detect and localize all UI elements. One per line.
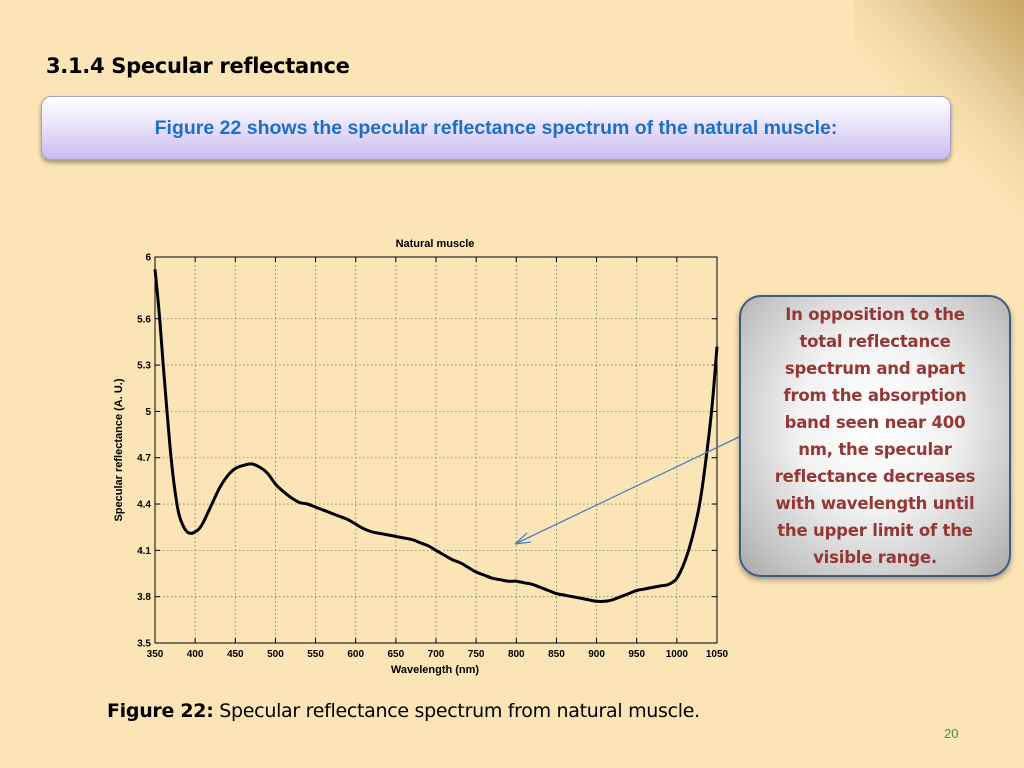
chart-grid	[155, 257, 717, 643]
y-tick-label: 3.5	[137, 639, 151, 650]
y-tick-label: 5.3	[137, 361, 151, 372]
caption-label: Figure 22:	[107, 700, 214, 722]
page-number: 20	[944, 726, 959, 741]
x-tick-label: 500	[267, 649, 284, 660]
callout-box: In opposition to the total reflectance s…	[739, 295, 1011, 577]
x-tick-label: 700	[428, 649, 445, 660]
x-tick-label: 400	[187, 649, 204, 660]
x-tick-label: 550	[307, 649, 324, 660]
x-tick-label: 650	[388, 649, 405, 660]
y-tick-label: 4.7	[137, 453, 151, 464]
figure-caption: Figure 22: Specular reflectance spectrum…	[107, 700, 700, 722]
intro-banner: Figure 22 shows the specular reflectance…	[41, 96, 951, 160]
y-tick-label: 4.4	[137, 500, 151, 511]
y-tick-label: 5.6	[137, 314, 151, 325]
x-tick-label: 950	[628, 649, 645, 660]
x-tick-label: 450	[227, 649, 244, 660]
x-tick-label: 850	[548, 649, 565, 660]
x-tick-label: 600	[347, 649, 364, 660]
y-tick-labels: 3.5 3.8 4.1 4.4 4.7 5 5.3 5.6 6	[137, 253, 151, 650]
chart-ticks	[154, 256, 718, 644]
caption-text: Specular reflectance spectrum from natur…	[213, 700, 700, 722]
x-tick-label: 350	[147, 649, 164, 660]
spectrum-line	[153, 269, 719, 604]
y-tick-label: 3.8	[137, 592, 151, 603]
x-tick-label: 900	[588, 649, 605, 660]
x-tick-labels: 350 400 450 500 550 600 650 700 750 800 850 900 950 1…	[147, 649, 729, 660]
callout-text: In opposition to the total reflectance s…	[774, 305, 976, 567]
slide-title: 3.1.4 Specular reflectance	[46, 54, 350, 78]
y-tick-label: 4.1	[137, 546, 151, 557]
banner-text: Figure 22 shows the specular reflectance…	[154, 116, 838, 139]
x-tick-label: 1000	[666, 649, 689, 660]
y-tick-label: 6	[145, 253, 151, 264]
y-axis-label: Specular reflectance (A. U.)	[113, 378, 125, 521]
x-tick-label: 800	[508, 649, 525, 660]
x-tick-label: 1050	[706, 649, 729, 660]
y-tick-label: 5	[145, 407, 151, 418]
reflectance-chart: Natural muscle 350 400 450 500 550 600 650 700 7…	[113, 238, 729, 676]
x-axis-label: Wavelength (nm)	[391, 664, 480, 676]
chart-title: Natural muscle	[396, 238, 475, 250]
x-tick-label: 750	[468, 649, 485, 660]
